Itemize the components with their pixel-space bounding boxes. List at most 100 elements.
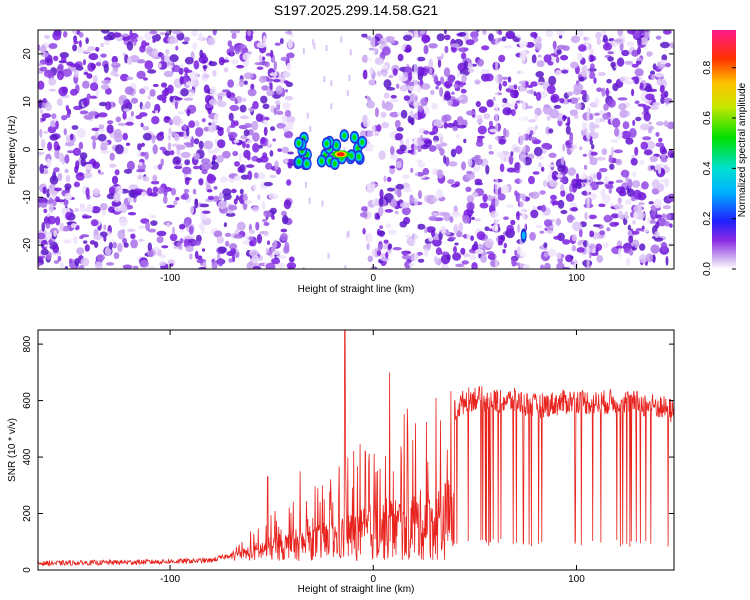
spectrogram-cell [61, 115, 68, 121]
spectrogram-cell [470, 31, 479, 39]
spectrogram-cell [637, 46, 641, 55]
spectrogram-cell [591, 144, 595, 150]
spectrogram-cell [81, 215, 92, 219]
spectrogram-cell [435, 85, 439, 90]
spectrogram-cell [529, 191, 540, 199]
spectrogram-cell [389, 165, 396, 169]
spectrogram-cell [289, 33, 295, 38]
spectrogram-cell [231, 188, 237, 194]
spectrogram-cell [451, 46, 457, 53]
colorbar-tick-label: 0.6 [702, 111, 713, 125]
spectrogram-cell [169, 95, 174, 103]
spectrogram-cell [38, 44, 41, 51]
spectrogram-cell [252, 101, 259, 110]
snr-frame [37, 329, 675, 571]
spectrogram-cell [381, 121, 390, 129]
spectrogram-cell [556, 44, 566, 50]
spectrogram-cell [134, 191, 142, 196]
spectrogram-cell [361, 33, 368, 38]
spectrogram-cell [376, 70, 382, 77]
spectrogram-cell [234, 175, 242, 182]
spectrogram-cell [343, 147, 346, 154]
spectrogram-cell [234, 98, 238, 105]
spectrogram-cell [186, 128, 190, 137]
spectrogram-cell [228, 112, 234, 121]
spectrogram-cell [276, 110, 284, 115]
spectrogram-cell [280, 210, 287, 216]
spectrogram-cell [383, 101, 394, 111]
spectrogram-cell [57, 172, 63, 182]
spectrogram-cell [237, 166, 244, 173]
spectrogram-cell [159, 32, 166, 36]
spectrogram-cell [218, 192, 223, 201]
spectrogram-cell [510, 151, 514, 157]
spectrogram-cell [130, 32, 139, 43]
spectrogram-cell [169, 38, 179, 44]
spectrogram-cell [100, 42, 104, 48]
spectrogram-cell [39, 163, 45, 174]
spectrogram-cell [113, 252, 120, 260]
spectrogram-cell [570, 255, 574, 260]
signal-cell [352, 134, 357, 140]
spectrogram-cell [631, 49, 639, 57]
spectrogram-cell [231, 59, 239, 65]
spectrogram-cell [498, 83, 502, 92]
spectrogram-cell [569, 183, 573, 193]
spectrogram-cell [248, 249, 259, 257]
spectrogram-cell [392, 68, 398, 76]
spectrogram-cell [189, 71, 199, 81]
spectrogram-cell [255, 221, 260, 231]
spectrogram-cell [453, 246, 457, 253]
spectrogram-cell [609, 163, 615, 170]
spectrogram-cell [566, 214, 574, 223]
spectrogram-cell [107, 120, 114, 125]
spectrogram-cell [543, 246, 548, 251]
spectrogram-cell [479, 202, 489, 209]
spectrogram-cell [552, 40, 557, 50]
spectrogram-cell [593, 77, 597, 84]
spectrogram-cell [73, 40, 79, 45]
spectrogram-cell [380, 111, 387, 118]
spectrogram-cell [248, 229, 255, 235]
spectrogram-cell [382, 46, 391, 56]
spectrogram-cell [183, 36, 190, 42]
spectrogram-cell [654, 231, 660, 239]
spectrogram-cell [510, 89, 519, 99]
spectrogram-cell [121, 35, 131, 41]
spectrogram-cell [154, 110, 159, 114]
spectrogram-cell [243, 80, 248, 85]
spectrogram-cell [38, 232, 46, 240]
spectrogram-cell [77, 172, 84, 176]
spectrogram-cell [82, 49, 92, 53]
spectrogram-cell [632, 119, 636, 126]
spectrogram-cell [178, 245, 183, 251]
spectrogram-cell [399, 221, 408, 228]
spectrogram-cell [432, 197, 438, 203]
spectrogram-cell [118, 217, 128, 227]
spectrogram-cell [441, 114, 448, 123]
spectrogram-cell [160, 82, 168, 88]
spectrogram-cell [539, 230, 545, 234]
x-tick-label: 100 [568, 273, 585, 284]
spectrogram-cell [597, 71, 606, 77]
spectrogram-cell [389, 154, 399, 160]
spectrogram-cell [50, 120, 56, 128]
spectrogram-cell [83, 114, 94, 120]
spectrogram-cell [273, 60, 277, 71]
spectrogram-cell [560, 209, 568, 215]
spectrogram-cell [235, 195, 240, 201]
spectrogram-cell [648, 121, 652, 125]
spectrogram-cell [48, 77, 57, 86]
spectrogram-cell [605, 87, 610, 97]
spectrogram-cell [599, 167, 608, 173]
spectrogram-cell [463, 47, 469, 52]
spectrogram-cell [610, 139, 619, 143]
spectrogram-cell [69, 133, 74, 141]
spectrogram-cell [497, 241, 504, 246]
spectrogram-cell [115, 144, 124, 155]
spectrogram-cell [51, 113, 57, 119]
spectrogram-cell [78, 141, 84, 150]
colorbar-tick-label: 0.4 [702, 161, 713, 175]
spectrogram-cell [553, 104, 562, 109]
spectrogram-cell [423, 44, 429, 55]
